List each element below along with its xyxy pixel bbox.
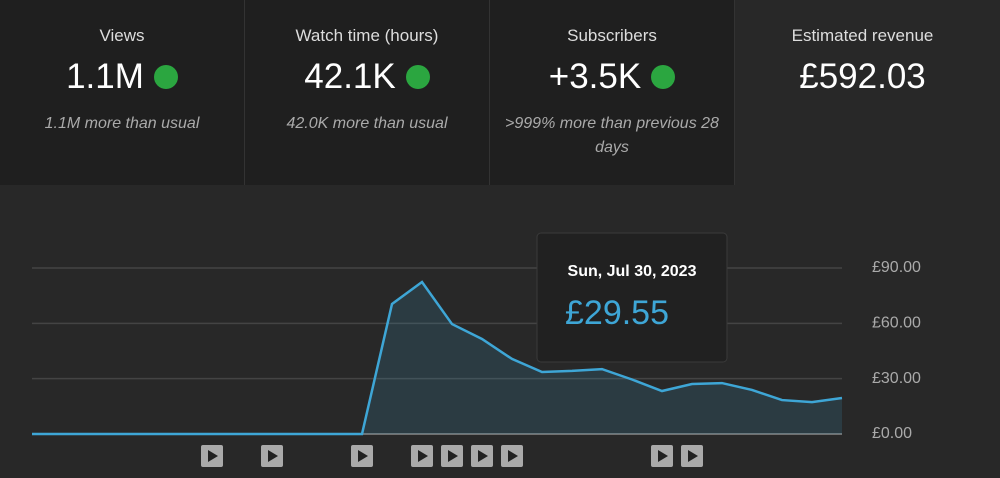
play-icon	[208, 450, 218, 462]
area	[32, 282, 842, 434]
y-tick-label: £60.00	[872, 315, 921, 332]
up-icon	[651, 65, 676, 89]
up-icon	[405, 65, 430, 89]
play-icon	[688, 450, 698, 462]
card-sub: 1.1M more than usual	[44, 115, 200, 132]
play-icon	[478, 450, 488, 462]
card-title: Views	[99, 26, 145, 45]
video-marker[interactable]	[681, 445, 703, 467]
tooltip-value: £29.55	[565, 294, 669, 332]
line	[32, 280, 843, 436]
card-value: £592.03	[799, 57, 926, 96]
play-icon	[418, 450, 428, 462]
video-marker[interactable]	[351, 445, 373, 467]
card[interactable]: Estimated revenue £592.03	[735, 0, 990, 185]
tooltip	[536, 232, 728, 363]
card-sub: 42.0K more than usual	[286, 115, 448, 132]
video-marker[interactable]	[201, 445, 223, 467]
play-icon	[508, 450, 518, 462]
card[interactable]: Watch time (hours) 42.1K 42.0K more than u…	[245, 0, 490, 185]
card-value: 1.1M	[66, 57, 144, 96]
play-icon	[268, 450, 278, 462]
y-tick-label: £90.00	[872, 259, 921, 276]
y-tick-label: £0.00	[872, 425, 912, 442]
card-value: +3.5K	[548, 57, 642, 96]
play-icon	[448, 450, 458, 462]
card-title: Subscribers	[567, 26, 657, 45]
video-marker[interactable]	[261, 445, 283, 467]
video-marker[interactable]	[411, 445, 433, 467]
up-icon	[153, 65, 178, 89]
y-tick-label: £30.00	[872, 370, 921, 387]
video-marker[interactable]	[441, 445, 463, 467]
video-marker[interactable]	[501, 445, 523, 467]
card-title: Estimated revenue	[791, 26, 934, 45]
metric-cards: Views 1.1M 1.1M more than usual Watch time…	[0, 0, 1000, 185]
play-icon	[658, 450, 668, 462]
card-title: Watch time (hours)	[295, 26, 439, 45]
play-icon	[358, 450, 368, 462]
video-marker[interactable]	[471, 445, 493, 467]
tooltip-date: Sun, Jul 30, 2023	[568, 263, 697, 280]
card[interactable]: Subscribers +3.5K >999% more than previous…	[490, 0, 735, 185]
chart: Sun, Jul 30, 2023 £29.55 £0.00 £30.00 £60.…	[32, 232, 921, 467]
card-value: 42.1K	[304, 57, 396, 96]
card[interactable]: Views 1.1M 1.1M more than usual	[0, 0, 245, 185]
video-markers	[201, 445, 703, 467]
video-marker[interactable]	[651, 445, 673, 467]
card-sub: >999% more than previous 28 days	[505, 115, 719, 156]
